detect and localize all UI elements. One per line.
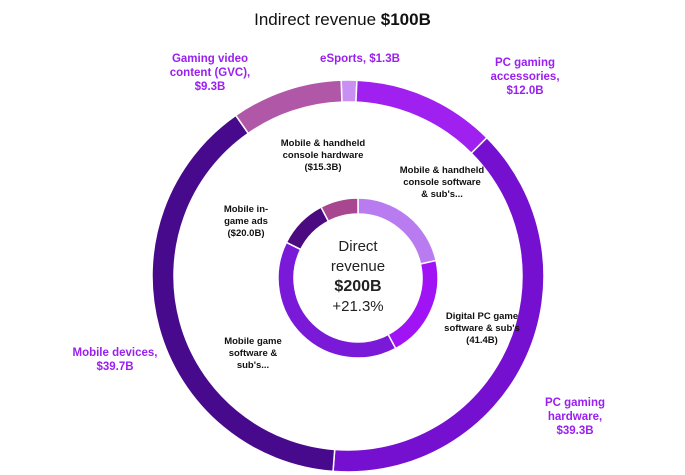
label-console-hardware: Mobile & handheld console hardware ($15.…	[280, 138, 366, 173]
inner-segment-4	[319, 197, 359, 223]
label-in-game-ads: Mobile in- game ads ($20.0B)	[223, 204, 269, 239]
center-growth: +21.3%	[332, 298, 384, 315]
title-value: $100B	[380, 10, 431, 29]
chart-title: Indirect revenue $100B	[0, 10, 685, 30]
label-pc-accessories: PC gaming accessories, $12.0B	[490, 57, 560, 97]
outer-segment-4	[234, 79, 343, 135]
label-pc-hardware: PC gaming hardware, $39.3B	[544, 397, 606, 437]
center-summary: Direct revenue $200B +21.3%	[298, 237, 418, 317]
center-line1: Direct	[338, 238, 378, 255]
label-mobile-devices: Mobile devices, $39.7B	[72, 347, 158, 373]
label-gvc: Gaming video content (GVC), $9.3B	[169, 53, 251, 93]
outer-segment-0	[340, 79, 358, 103]
title-text: Indirect revenue	[254, 10, 377, 29]
label-esports: eSports, $1.3B	[320, 53, 400, 65]
label-console-software: Mobile & handheld console software & sub…	[399, 165, 485, 200]
label-mobile-game-software: Mobile game software & sub's...	[224, 336, 282, 371]
center-line2: revenue	[330, 258, 386, 275]
center-total: $200B	[334, 278, 382, 295]
label-digital-pc: Digital PC game software & sub's (41.4B)	[444, 311, 520, 346]
